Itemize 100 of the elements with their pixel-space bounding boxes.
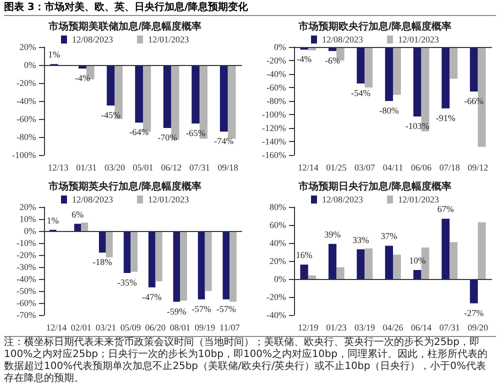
bar <box>74 224 82 231</box>
y-tick-label: -20% <box>266 292 286 302</box>
bar <box>180 231 188 301</box>
y-tick-label: 60% <box>270 220 286 230</box>
x-tick-label: 03/21 <box>96 322 116 332</box>
x-tick-label: 09/12 <box>468 162 488 172</box>
chart-title: 市场预期欧央行加息/降息幅度概率 <box>298 20 452 32</box>
x-tick-label: 09/18 <box>218 162 239 172</box>
y-tick-label: -80% <box>266 96 286 106</box>
x-tick-label: 07/18 <box>439 162 460 172</box>
chart-title: 市场预期英央行加息/降息幅度概率 <box>48 180 202 192</box>
bar <box>442 218 450 279</box>
bar <box>198 231 205 300</box>
y-tick-label: -40% <box>16 96 36 106</box>
bar <box>300 264 308 279</box>
bar <box>356 249 365 279</box>
data-label: 1% <box>48 50 61 60</box>
data-label: -4% <box>74 73 90 84</box>
bar <box>336 267 344 279</box>
legend-label: 12/08/2023 <box>322 34 364 44</box>
x-tick-label: 04/26 <box>382 322 404 332</box>
y-tick-label: -50% <box>16 286 36 296</box>
bar <box>81 222 88 231</box>
legend-label: 12/01/2023 <box>148 34 190 44</box>
legend-label: 12/01/2023 <box>148 194 190 204</box>
y-tick-label: -60% <box>266 82 286 92</box>
x-tick-label: 12/14 <box>46 322 68 332</box>
bar <box>148 231 156 288</box>
legend-label: 12/08/2023 <box>72 34 114 44</box>
bar <box>385 246 393 279</box>
x-tick-label: 08/01 <box>170 322 190 332</box>
data-label: 33% <box>352 234 370 245</box>
data-label: -18% <box>92 257 113 268</box>
x-tick-label: 01/31 <box>76 162 97 172</box>
y-tick-label: -80% <box>16 132 36 142</box>
bar <box>413 270 422 279</box>
text: 图表 3：市场对美、欧、英、日央行加息/降息预期变化 <box>4 1 496 16</box>
x-tick-label: 03/20 <box>104 162 126 172</box>
data-label: -57% <box>216 304 236 314</box>
y-tick-label: -120% <box>262 123 286 133</box>
y-tick-label: -160% <box>262 150 286 160</box>
data-label: 1% <box>46 215 60 226</box>
data-label: 10% <box>409 256 426 266</box>
y-tick-label: 0% <box>274 274 286 284</box>
data-label: -64% <box>129 127 150 138</box>
y-tick-label: 80% <box>270 202 286 212</box>
data-label: -103% <box>405 121 430 132</box>
bar <box>222 231 230 300</box>
y-tick-label: 10% <box>20 214 36 224</box>
x-tick-label: 06/06 <box>411 162 432 172</box>
legend-label: 12/01/2023 <box>398 34 440 44</box>
x-tick-label: 12/19 <box>298 322 319 332</box>
y-tick-label: -10% <box>16 238 36 248</box>
bar <box>364 248 373 279</box>
x-tick-label: 06/20 <box>145 322 166 332</box>
y-tick-label: -30% <box>16 262 36 272</box>
y-tick-label: -70% <box>16 310 36 320</box>
data-label: -35% <box>117 278 138 288</box>
x-tick-label: 12/13 <box>48 162 69 172</box>
bar <box>470 279 478 304</box>
chart-title: 市场预期美联储加息/降息幅度概率 <box>48 20 202 32</box>
data-label: 37% <box>380 231 398 242</box>
legend-label: 12/08/2023 <box>72 194 114 204</box>
bar <box>478 222 486 279</box>
data-label: -59% <box>166 306 187 316</box>
x-tick-label: 03/19 <box>354 322 376 332</box>
x-tick-label: 04/11 <box>382 162 404 172</box>
data-label: -74% <box>214 136 234 146</box>
x-tick-label: 05/01 <box>132 162 154 172</box>
y-tick-label: -20% <box>266 56 286 66</box>
x-tick-label: 02/01 <box>70 322 92 332</box>
bar <box>98 231 106 253</box>
x-tick-label: 07/31 <box>189 162 210 172</box>
y-tick-label: -40% <box>266 69 286 79</box>
x-tick-label: 11/07 <box>220 322 240 332</box>
y-tick-label: 20% <box>270 256 286 266</box>
x-tick-label: 07/31 <box>439 322 460 332</box>
x-tick-label: 06/12 <box>161 162 182 172</box>
x-tick-label: 09/20 <box>468 322 489 332</box>
data-label: 39% <box>324 229 342 240</box>
data-label: -57% <box>192 304 212 314</box>
y-tick-label: 0% <box>274 42 286 52</box>
bar <box>173 231 180 302</box>
bar <box>230 231 237 302</box>
data-label: -6% <box>324 56 340 66</box>
data-label: 67% <box>437 204 454 214</box>
x-tick-label: 01/25 <box>326 162 348 172</box>
bar <box>155 231 162 282</box>
bar <box>328 244 336 279</box>
y-tick-label: 40% <box>270 238 286 248</box>
data-label: 16% <box>296 250 313 260</box>
y-tick-label: 20% <box>20 202 36 212</box>
y-tick-label: -100% <box>262 110 286 120</box>
y-tick-label: 0% <box>24 226 36 236</box>
data-label: -91% <box>436 112 456 123</box>
y-tick-label: -40% <box>16 274 36 284</box>
data-label: -47% <box>142 292 162 302</box>
y-tick-label: 0% <box>24 60 36 70</box>
chart-title: 市场预期日央行加息/降息幅度概率 <box>298 180 452 192</box>
x-tick-label: 12/14 <box>298 162 319 172</box>
